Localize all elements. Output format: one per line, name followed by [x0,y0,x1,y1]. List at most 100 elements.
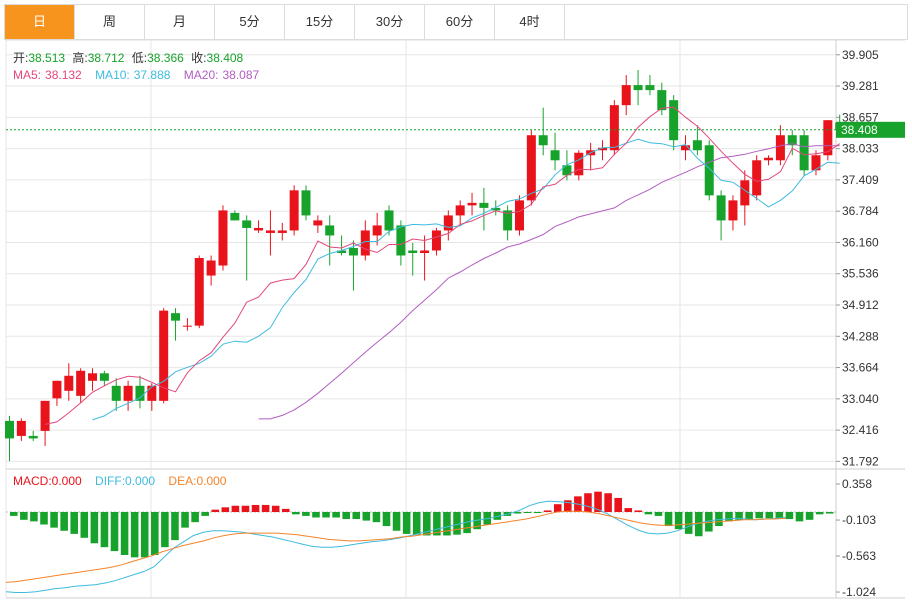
macd-bar [312,512,320,518]
macd-lines [5,500,787,593]
price-tick-label: 34.912 [842,298,879,312]
macd-bar [151,512,159,555]
candle-body [206,260,216,276]
high-label: 高: [72,50,87,65]
candle-body [360,230,370,256]
macd-bar [292,512,300,515]
candle-body [621,85,631,106]
macd-bar [332,512,340,518]
macd-tick-label: -1.024 [842,585,876,599]
candle-body [265,230,275,233]
macd-value: 0.000 [52,474,82,488]
macd-bar [181,512,189,528]
high-value: 38.712 [88,51,125,65]
macd-bar [694,512,703,537]
macd-bar [392,512,401,531]
tab-3[interactable]: 5分 [215,5,285,39]
tab-0[interactable]: 日 [5,5,75,39]
candle-body [313,220,323,226]
candle-body [550,150,560,161]
macd-bar [825,512,834,514]
candle-body [76,370,86,396]
candle-body [88,373,98,381]
macd-bar [614,497,622,512]
macd-bar [543,510,552,512]
candle-body [431,230,441,251]
macd-bar [513,512,522,514]
period-tab-bar: 日周月 5分 15分 30分 60分 4时 [4,4,908,40]
macd-bar [594,491,602,512]
tab-2[interactable]: 月 [145,5,215,39]
macd-bar [20,512,28,520]
macd-bar [433,512,441,536]
candle-body [609,105,619,151]
candle-body [728,200,738,221]
candle-body [337,250,347,253]
candlestick-series [5,70,845,461]
ma20-line [258,143,840,420]
candle-body [692,140,702,151]
candle-body [384,210,394,231]
ma10-value: 37.888 [134,68,171,82]
candle-body [396,225,406,256]
candle-body [704,145,714,196]
candle-body [99,373,109,381]
macd-bar [765,512,774,519]
tab-1[interactable]: 周 [75,5,145,39]
macd-bar [352,512,361,520]
tab-4[interactable]: 15分 [285,5,355,39]
macd-bar [624,508,633,512]
price-tick-label: 36.160 [842,235,879,249]
macd-bar [50,512,58,528]
price-tick-label: 33.664 [842,361,879,375]
tab-6[interactable]: 60分 [425,5,495,39]
ma20-value: 38.087 [222,68,259,82]
macd-bar [634,510,643,512]
candle-body [40,400,50,431]
macd-bar [191,512,199,523]
macd-bar [644,512,653,515]
candle-body [514,200,524,231]
tab-7[interactable]: 4时 [495,5,565,39]
candle-body [562,165,572,176]
candle-body [645,85,655,91]
price-tick-label: 32.416 [842,423,879,437]
macd-bar [251,504,260,512]
macd-bar [130,512,139,558]
low-label: 低: [132,51,147,65]
candle-body [716,195,726,221]
macd-bar [40,512,48,525]
price-tick-label: 37.409 [842,173,879,187]
ohlc-info: 开:38.513 高:38.712 低:38.366 收:38.408 [13,50,244,65]
macd-bar [241,505,250,512]
candle-body [372,225,382,236]
dea-line [5,510,787,583]
candle-body [752,160,762,196]
candle-body [823,120,833,156]
macd-bar [90,512,99,544]
price-tick-label: 35.536 [842,267,879,281]
price-tick-label: 39.281 [842,79,879,93]
candle-body [811,155,821,171]
macd-bar [30,512,38,522]
macd-tick-label: 0.358 [842,477,872,491]
macd-bar [664,512,673,527]
candle-body [799,135,809,171]
macd-bar [493,512,502,520]
price-axis-labels: 39.905 39.281 38.657 38.033 37.409 36.784 36.1… [842,48,879,599]
diff-value: 0.000 [125,474,155,488]
candle-body [289,190,299,231]
candle-body [491,207,501,211]
macd-bar [725,512,733,522]
tab-5[interactable]: 30分 [355,5,425,39]
candle-body [348,247,358,256]
candle-body [301,190,311,216]
price-tick-label: 38.033 [842,142,879,156]
macd-bar [775,512,784,519]
candle-body [52,380,62,399]
macd-bar [110,512,119,552]
candle-body [598,147,607,151]
macd-bar [211,509,220,512]
candle-body [254,227,264,231]
